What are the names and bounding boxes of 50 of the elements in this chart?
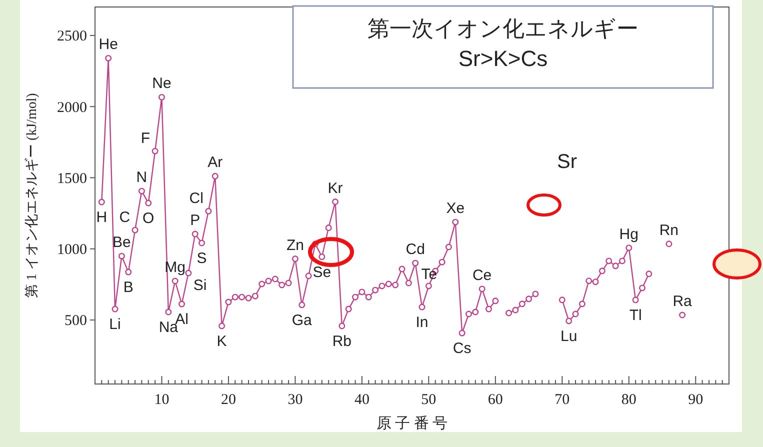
annotation: Zn [286, 236, 304, 254]
x-tick-label: 60 [488, 392, 503, 408]
annotation: In [416, 314, 428, 332]
annotation: Kr [328, 180, 343, 197]
y-tick-label: 2500 [57, 28, 87, 45]
annotation: Li [109, 316, 121, 334]
annotation: C [119, 209, 130, 226]
annotation: Ne [152, 75, 172, 92]
x-tick-label: 10 [154, 392, 170, 408]
x-tick-label: 20 [220, 392, 236, 408]
annotation: Sr [557, 151, 578, 173]
x-tick-label: 90 [688, 392, 704, 408]
annotation: Cd [406, 241, 425, 258]
annotation: O [142, 210, 154, 228]
x-tick-label: 40 [354, 392, 370, 408]
annotation: Xe [446, 200, 465, 218]
annotation: S [196, 250, 207, 268]
x-tick-label: 70 [554, 392, 570, 408]
annotation: Ra [672, 293, 693, 310]
x-tick-label: 50 [421, 392, 436, 408]
x-tick-label: 80 [621, 392, 636, 408]
y-tick-label: 500 [64, 313, 87, 330]
annotation: Cs [452, 340, 472, 358]
annotation: Se [312, 264, 332, 281]
text: Sr>K>Cs [458, 46, 548, 71]
annotation: He [98, 36, 118, 54]
annotation: K [216, 332, 227, 350]
annotation: H [96, 209, 108, 226]
annotation: Lu [560, 328, 578, 345]
annotation: F [140, 130, 150, 148]
y-tick-label: 1000 [57, 242, 87, 258]
annotation: Cl [189, 190, 204, 208]
y-tick-label: 2000 [57, 100, 87, 116]
annotation: Ga [292, 312, 313, 329]
annotation: Be [112, 234, 131, 252]
annotation: P [190, 212, 200, 230]
annotation: Rn [659, 222, 679, 239]
annotation: Hg [619, 226, 638, 243]
annotation: Ar [208, 154, 223, 172]
y-axis-title: 第 1 イオン化エネルギー (kJ/mol) [24, 92, 40, 298]
annotation: Si [193, 277, 207, 294]
x-tick-label: 30 [288, 392, 303, 408]
y-tick-label: 1500 [57, 170, 87, 187]
annotation: Tl [629, 306, 642, 324]
annotation: B [123, 279, 134, 296]
x-axis-title: 原 子 番 号 [376, 415, 448, 432]
annotation: Ce [472, 266, 492, 284]
chart-title: 第一次イオン化エネルギー [368, 16, 638, 41]
annotation: Rb [332, 332, 352, 350]
annotation: N [136, 169, 148, 186]
